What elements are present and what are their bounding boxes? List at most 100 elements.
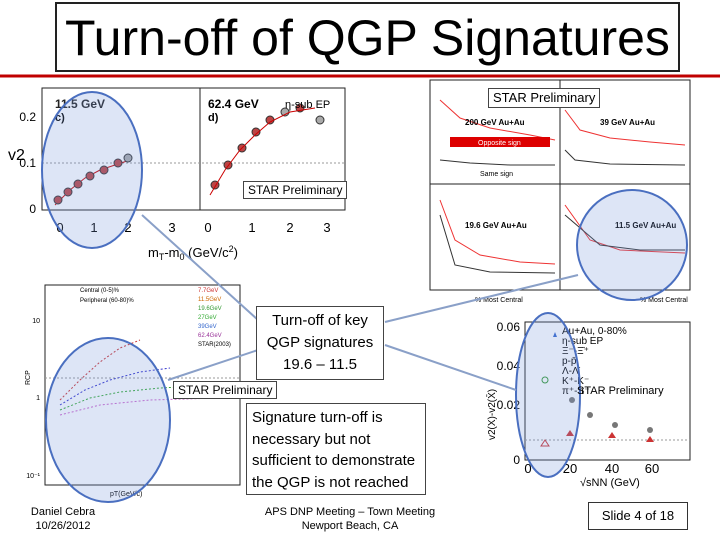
y-label: RCP xyxy=(25,370,32,385)
x-label-part: (GeV/c xyxy=(185,245,230,260)
legend-label: p-p̄ xyxy=(562,356,577,367)
legend-label: 11.5GeV xyxy=(198,297,221,303)
x-tick-label: 3 xyxy=(323,220,330,235)
slide-number: Slide 4 of 18 xyxy=(588,502,688,530)
callout-line: Turn-off of key xyxy=(272,312,368,329)
x-tick-label: 1 xyxy=(90,220,97,235)
panel-energy: 62.4 GeV xyxy=(208,97,259,111)
x-tick-label: 3 xyxy=(168,220,175,235)
curve xyxy=(59,397,221,416)
panel-method: η-sub EP xyxy=(285,99,330,111)
x-label: mT-m0 (GeV/c2) xyxy=(148,244,238,262)
x-tick-label: 0 xyxy=(524,461,531,476)
footer-line: 10/26/2012 xyxy=(35,520,91,532)
legend-label: π⁺-π⁻ xyxy=(562,386,590,397)
curve xyxy=(564,204,686,254)
x-tick-label: 2 xyxy=(286,220,293,235)
legend-label: Same sign xyxy=(480,171,513,178)
curve xyxy=(439,214,556,274)
x-tick-label: 40 xyxy=(605,461,619,476)
callout-key: Turn-off of key QGP signatures 19.6 – 11… xyxy=(256,306,384,380)
curve xyxy=(439,199,556,265)
highlight xyxy=(45,337,171,503)
x-label: % Most Central xyxy=(475,297,523,304)
legend-label: Opposite sign xyxy=(478,140,521,147)
legend-swatch xyxy=(450,137,550,147)
footer-author: Daniel Cebra 10/26/2012 xyxy=(18,505,108,533)
x-label-part: -m xyxy=(164,245,179,260)
legend-label: η-sub EP xyxy=(562,336,603,347)
legend-label: 19.6GeV xyxy=(198,306,222,312)
legend-label: 39GeV xyxy=(198,324,217,330)
curve xyxy=(564,149,686,166)
footer-line: APS DNP Meeting – Town Meeting xyxy=(264,506,436,518)
legend-label: Central (0-5)% xyxy=(80,288,120,294)
legend-label: 7.7GeV xyxy=(198,288,218,294)
curve xyxy=(59,367,171,406)
panel-tag: c) xyxy=(55,112,65,124)
y-tick-label: 0 xyxy=(513,453,520,467)
y-tick-label: 10 xyxy=(32,318,40,325)
highlight xyxy=(576,189,688,301)
x-label: pT(GeV/c) xyxy=(110,491,142,498)
x-label-part: m xyxy=(148,245,159,260)
panel-label: 11.5 GeV Au+Au xyxy=(615,221,676,230)
callout-line: QGP signatures xyxy=(266,334,374,351)
x-tick-label: 20 xyxy=(563,461,577,476)
x-label-part: T xyxy=(159,252,165,262)
panel-label: 19.6 GeV Au+Au xyxy=(465,221,527,230)
callout-line: the QGP is not reached xyxy=(252,473,409,491)
x-tick-label: 1 xyxy=(248,220,255,235)
x-tick-label: 2 xyxy=(124,220,131,235)
highlight xyxy=(41,91,143,249)
x-tick-label: 60 xyxy=(645,461,659,476)
curve xyxy=(209,107,316,196)
curve xyxy=(564,214,685,251)
y-tick-label: 0.06 xyxy=(497,320,521,334)
x-ticks: 0 1 2 3 0 1 2 3 xyxy=(56,220,330,235)
curve xyxy=(439,99,556,141)
y-tick-label: 1 xyxy=(36,395,40,402)
footer-meeting: APS DNP Meeting – Town Meeting Newport B… xyxy=(250,505,450,533)
highlights xyxy=(41,91,688,503)
footer-line: Newport Beach, CA xyxy=(301,520,399,532)
y-tick-label: 10⁻¹ xyxy=(26,473,40,480)
legend: 7.7GeV 11.5GeV 19.6GeV 27GeV 39GeV 62.4GeV STA… xyxy=(198,288,231,348)
x-ticks: 0 20 40 60 xyxy=(524,461,659,476)
frame xyxy=(524,321,691,461)
legend-label: Peripheral (60-80)% xyxy=(80,298,134,304)
panel-tag: d) xyxy=(208,112,219,124)
panel-label: 39 GeV Au+Au xyxy=(600,118,655,127)
legend-label: Λ-Λ̄ xyxy=(562,366,581,377)
highlight xyxy=(515,312,581,478)
y-label: v2 xyxy=(8,147,25,164)
x-label-part: 2 xyxy=(229,244,234,254)
x-label: % Most Central xyxy=(640,297,688,304)
footer-line: Daniel Cebra xyxy=(30,506,96,518)
x-label-part: 0 xyxy=(180,252,185,262)
legend-label: K⁺-K⁻ xyxy=(562,376,589,387)
x-label: √sNN (GeV) xyxy=(580,477,640,489)
callout-note: Signature turn-off is necessary but not … xyxy=(246,403,426,495)
x-tick-label: 0 xyxy=(56,220,63,235)
curve xyxy=(439,159,555,166)
y-tick-label: 0.1 xyxy=(19,156,36,170)
connectors xyxy=(141,214,579,391)
y-tick-label: 0 xyxy=(29,202,36,216)
callout-line: Signature turn-off is xyxy=(252,409,383,426)
preliminary-label: STAR Preliminary xyxy=(577,385,664,397)
y-tick-label: 0.02 xyxy=(497,398,521,412)
legend-label: Au+Au, 0-80% xyxy=(562,326,627,337)
callout-line: necessary but not xyxy=(252,430,371,448)
preliminary-label: STAR Preliminary xyxy=(243,181,348,199)
curve xyxy=(564,109,686,146)
panel-label: 200 GeV Au+Au xyxy=(465,118,525,127)
x-tick-label: 0 xyxy=(204,220,211,235)
legend-label: STAR(2003) xyxy=(198,342,231,348)
markers xyxy=(540,332,654,447)
y-tick-label: 0.04 xyxy=(497,359,521,373)
y-label: v2(X)-v2(X̄) xyxy=(485,389,498,440)
legend-label: 62.4GeV xyxy=(198,333,222,339)
